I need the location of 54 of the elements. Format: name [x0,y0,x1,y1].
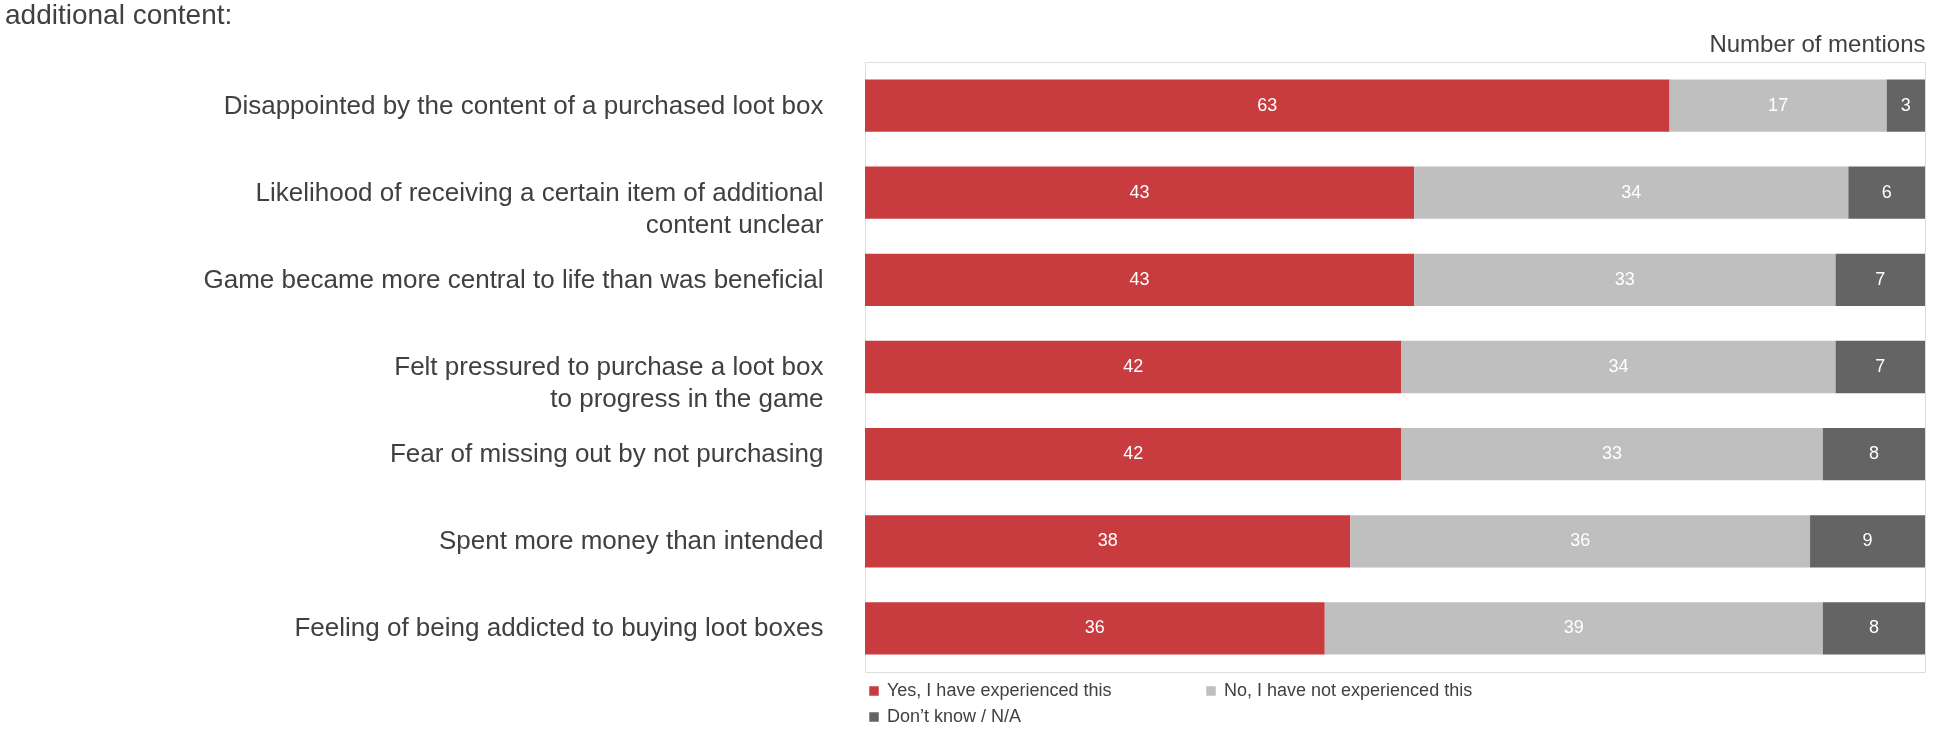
data-label: 34 [1608,356,1629,376]
bar [1822,428,1925,481]
data-label: 33 [1614,268,1635,289]
y-tick-label: Spent more money than intended [439,525,824,556]
text: additional content: [5,0,233,30]
data-label: 43 [1129,181,1150,202]
data-label: 3 [1900,94,1911,115]
data-label: 36 [1570,530,1591,551]
bar [1886,79,1925,132]
legend-label: Yes, I have experienced this [887,680,1112,700]
bar [1324,602,1823,655]
bar [1401,428,1823,481]
data-label: 17 [1768,94,1789,115]
y-tick-label: Felt pressured to purchase a loot box to progress in the game [394,351,824,413]
data-label: 39 [1563,617,1584,638]
data-label: 7 [1875,356,1886,376]
data-label: 8 [1868,443,1879,464]
bar [1414,253,1836,306]
y-tick-label: Fear of missing out by not purchasing [389,438,824,469]
bar [865,253,1415,306]
data-label: 9 [1862,530,1873,551]
legend-label: No, I have not experienced this [1224,680,1473,700]
legend-label: Don’t know / N/A [887,706,1022,726]
bar [1835,340,1925,394]
data-label: 42 [1123,356,1144,376]
bar [865,602,1325,655]
data-label: 33 [1602,443,1623,464]
y-tick-label: Feeling of being addicted to buying loot boxes [294,612,824,643]
bar [1401,340,1836,394]
bar [865,340,1402,394]
y-tick-label: Game became more central to life than was beneficial [203,263,824,294]
data-label: 6 [1881,181,1892,202]
data-label: 42 [1123,443,1144,464]
bar [1835,253,1925,306]
data-label: 34 [1621,181,1642,202]
bar [865,79,1670,132]
y-tick-label: Likelihood of receiving a certain item of additional content unclear [255,176,824,239]
y-tick-label: Disappointed by the content of a purchased loot box [223,89,824,120]
bar [1350,515,1811,568]
x-axis-title: Number of mentions [1709,29,1926,57]
data-label: 38 [1097,530,1118,551]
data-label: 7 [1875,268,1886,289]
data-label: 36 [1084,617,1105,638]
bar [1669,79,1887,132]
bar [1822,602,1925,655]
data-label: 63 [1257,94,1278,115]
bar [1414,166,1849,219]
data-label: 8 [1868,617,1879,638]
bar [865,428,1402,481]
bar [865,166,1415,219]
bar [1848,166,1925,219]
data-label: 43 [1129,268,1150,289]
bar [1810,515,1925,568]
bar [865,515,1351,568]
